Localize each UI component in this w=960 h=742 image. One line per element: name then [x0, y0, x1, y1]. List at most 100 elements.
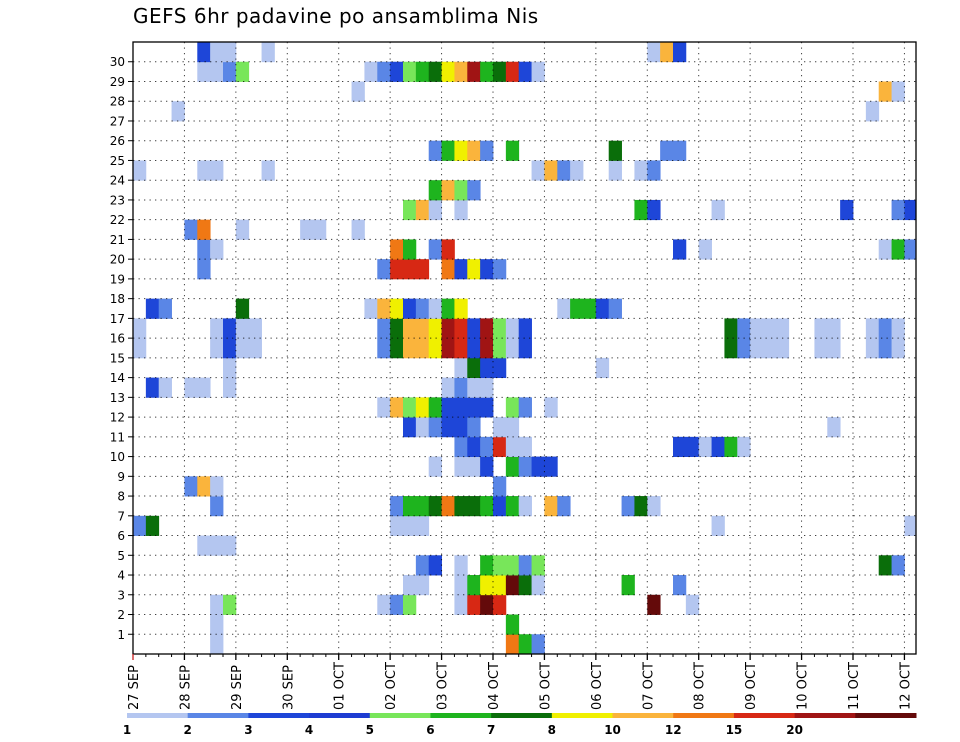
heatmap-cell — [428, 298, 442, 319]
heatmap-cell — [454, 436, 468, 457]
heatmap-cell — [428, 61, 442, 82]
heatmap-cell — [878, 239, 892, 260]
heatmap-cell — [403, 417, 417, 438]
heatmap-cell — [480, 436, 494, 457]
heatmap-cell — [390, 239, 404, 260]
heatmap-cell — [133, 160, 147, 181]
heatmap-cell — [518, 338, 532, 359]
legend-label: 10 — [604, 723, 621, 737]
heatmap-cell — [403, 397, 417, 418]
y-tick-label: 26 — [110, 134, 125, 148]
y-tick-label: 10 — [110, 450, 125, 464]
heatmap-cell — [454, 594, 468, 615]
heatmap-cell — [480, 594, 494, 615]
heatmap-cell — [467, 61, 481, 82]
heatmap-cell — [441, 239, 455, 260]
heatmap-cell — [480, 61, 494, 82]
heatmap-cell — [480, 140, 494, 161]
heatmap-cell — [634, 160, 648, 181]
heatmap-cell — [403, 199, 417, 221]
legend-label: 12 — [665, 723, 682, 737]
heatmap-cell — [210, 594, 224, 615]
heatmap-cell — [197, 259, 211, 280]
heatmap-cell — [377, 61, 391, 82]
heatmap-cell — [403, 594, 417, 615]
y-tick-label: 20 — [110, 253, 125, 267]
heatmap-cell — [505, 338, 520, 359]
x-tick-label: 29 SEP — [230, 665, 245, 710]
heatmap-cell — [827, 417, 841, 438]
heatmap-cell — [493, 318, 507, 339]
y-tick-label: 13 — [110, 391, 125, 405]
heatmap-cell — [531, 61, 545, 82]
heatmap-cell — [544, 397, 558, 418]
heatmap-cell — [737, 318, 751, 339]
heatmap-cell — [390, 594, 404, 615]
heatmap-cell — [377, 318, 391, 339]
heatmap-cell — [454, 180, 468, 201]
y-tick-label: 8 — [117, 490, 125, 504]
heatmap-cell — [878, 555, 892, 576]
legend-label: 20 — [786, 723, 803, 737]
x-tick-label: 11 OCT — [847, 662, 862, 710]
legend-swatch — [794, 713, 856, 718]
heatmap-cell — [570, 160, 584, 181]
legend-swatch — [855, 713, 917, 718]
heatmap-cell — [428, 555, 442, 576]
heatmap-cell — [904, 515, 916, 536]
heatmap-cell — [634, 199, 648, 221]
heatmap-cell — [891, 199, 905, 221]
heatmap-cell — [480, 555, 494, 576]
heatmap-cell — [608, 160, 622, 181]
heatmap-cell — [891, 81, 905, 102]
heatmap-cell — [454, 338, 468, 359]
heatmap-cell — [480, 259, 494, 280]
y-tick-label: 21 — [110, 233, 125, 247]
heatmap-cell — [467, 338, 481, 359]
heatmap-cell — [428, 456, 442, 477]
heatmap-cell — [480, 338, 494, 359]
x-tick-label: 01 OCT — [333, 662, 348, 710]
heatmap-cell — [223, 42, 237, 63]
heatmap-cell — [235, 318, 262, 339]
legend-label: 6 — [426, 723, 434, 737]
heatmap-cell — [184, 476, 198, 497]
heatmap-cell — [557, 298, 571, 319]
heatmap-cell — [428, 496, 442, 517]
heatmap-cell — [878, 81, 892, 102]
heatmap-cell — [505, 456, 520, 477]
heatmap-cell — [351, 81, 365, 102]
legend-swatch — [612, 713, 674, 718]
heatmap-cell — [415, 555, 430, 576]
heatmap-cell — [223, 61, 237, 82]
heatmap-cell — [493, 61, 507, 82]
heatmap-cell — [235, 338, 262, 359]
heatmap-cell — [531, 634, 545, 655]
heatmap-cell — [403, 318, 430, 339]
color-legend: 1 2 3 4 5 6 7 8 10 12 15 20 — [123, 713, 917, 737]
heatmap-cell — [647, 42, 661, 63]
heatmap-cell — [737, 436, 751, 457]
heatmap-cell — [454, 575, 468, 596]
x-tick-label: 05 OCT — [538, 662, 553, 710]
y-tick-label: 14 — [110, 371, 125, 385]
heatmap-cell — [454, 357, 468, 379]
legend-swatch — [430, 713, 492, 718]
x-tick-label: 27 SEP — [127, 665, 142, 710]
heatmap-cell — [505, 496, 520, 517]
heatmap-cell — [724, 318, 738, 339]
heatmap-cell — [441, 377, 455, 398]
heatmap-cell — [415, 298, 430, 319]
heatmap-cell — [660, 140, 687, 161]
heatmap-cell — [891, 338, 905, 359]
heatmap-cell — [184, 377, 211, 398]
heatmap-cell — [454, 199, 468, 221]
legend-swatch — [369, 713, 431, 718]
heatmap-cell — [454, 377, 468, 398]
heatmap-cell — [377, 594, 391, 615]
heatmap-cell — [467, 436, 481, 457]
heatmap-cell — [557, 160, 571, 181]
heatmap-cell — [750, 338, 790, 359]
y-tick-label: 15 — [110, 351, 125, 365]
heatmap-cell — [467, 417, 481, 438]
